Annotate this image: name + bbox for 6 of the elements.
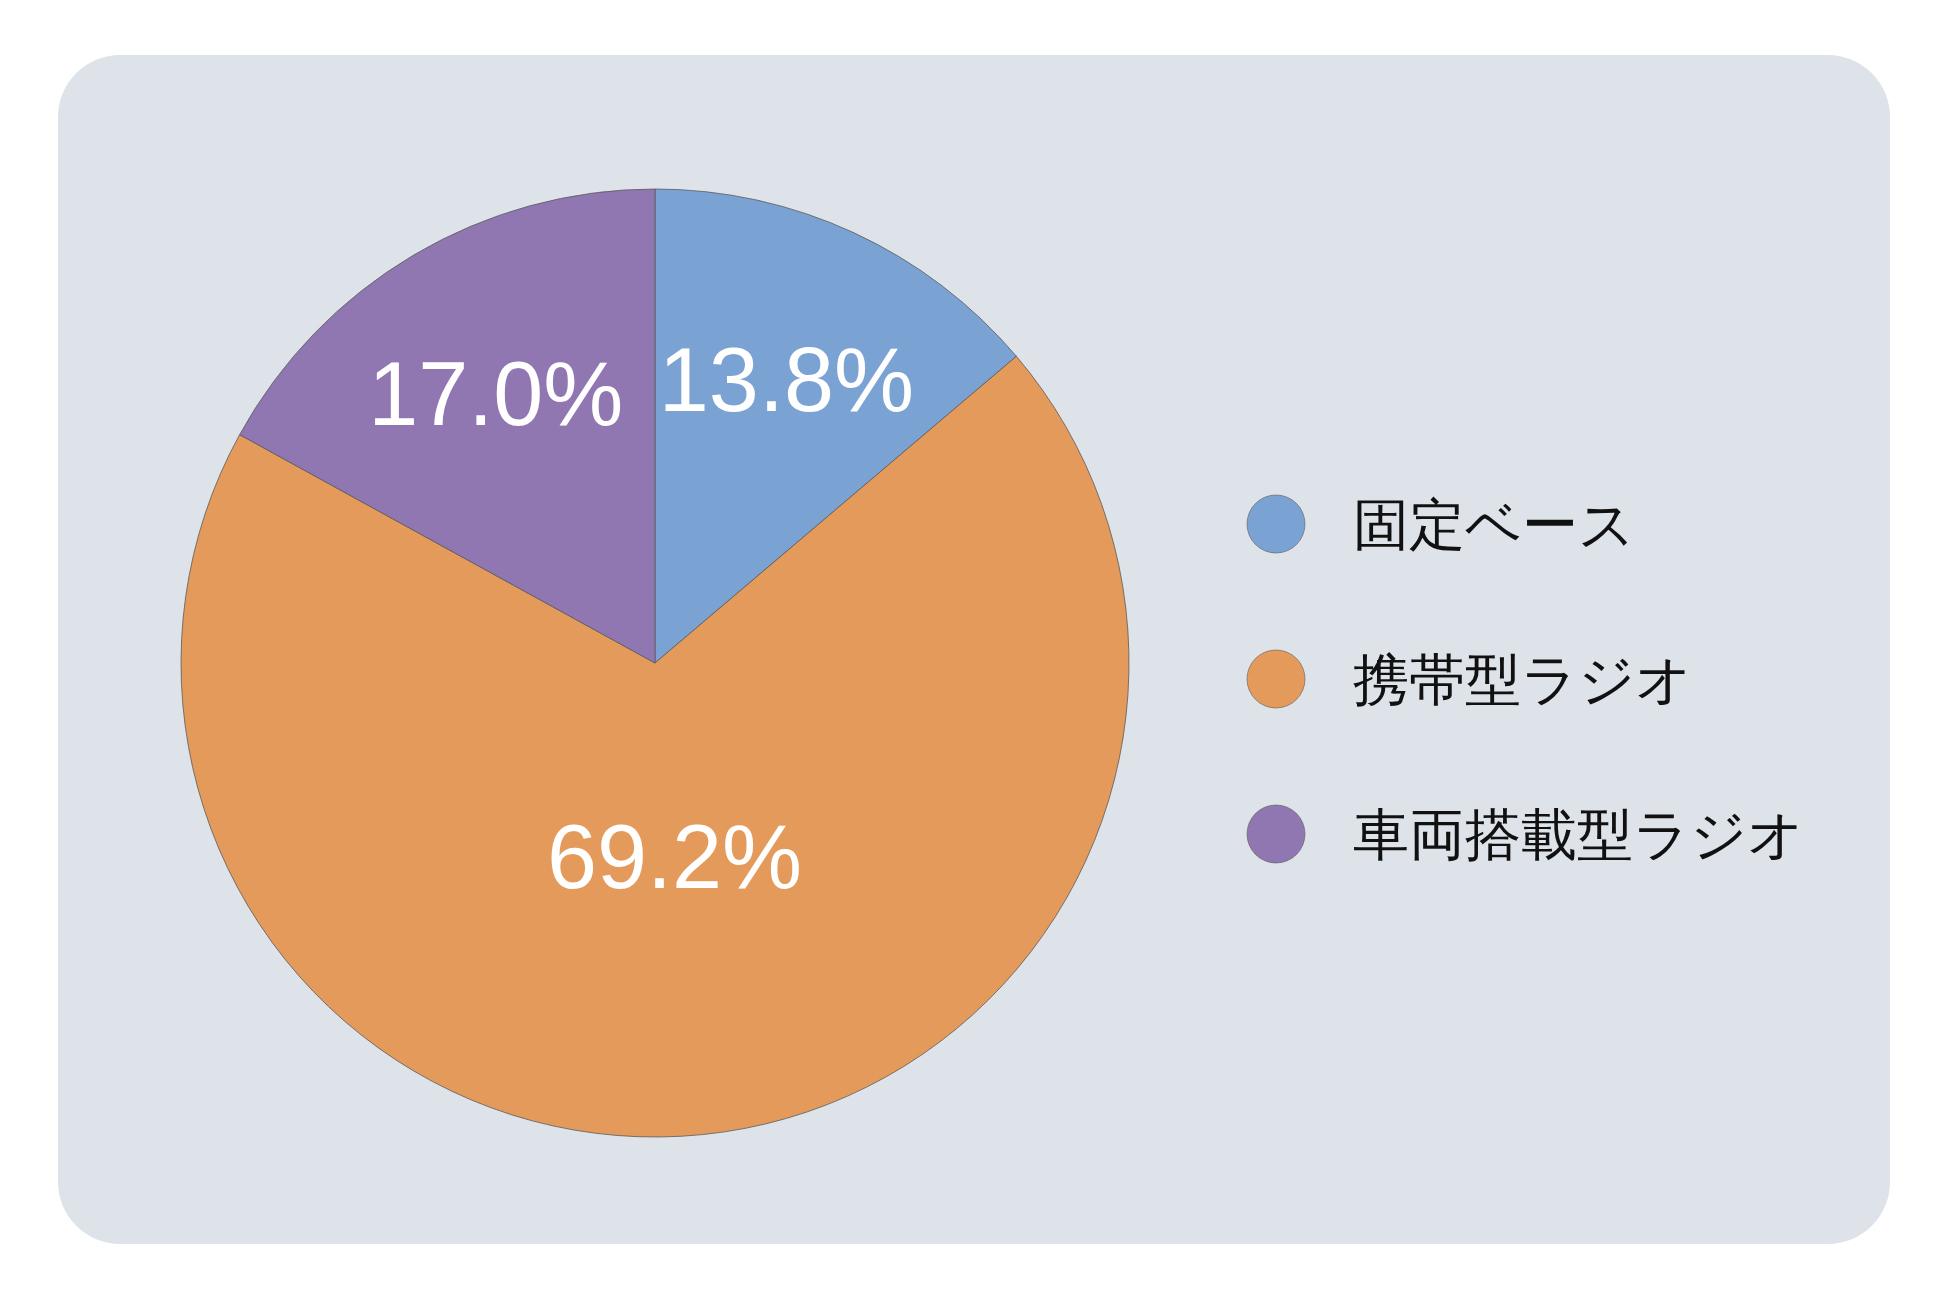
- legend-label: 固定ベース: [1353, 491, 1635, 557]
- data-label: 13.8%: [658, 329, 915, 430]
- data-label: 17.0%: [368, 344, 624, 445]
- data-label: 69.2%: [546, 806, 803, 907]
- legend-label: 携帯型ラジオ: [1353, 646, 1692, 712]
- legend-label: 車両搭載型ラジオ: [1353, 801, 1804, 867]
